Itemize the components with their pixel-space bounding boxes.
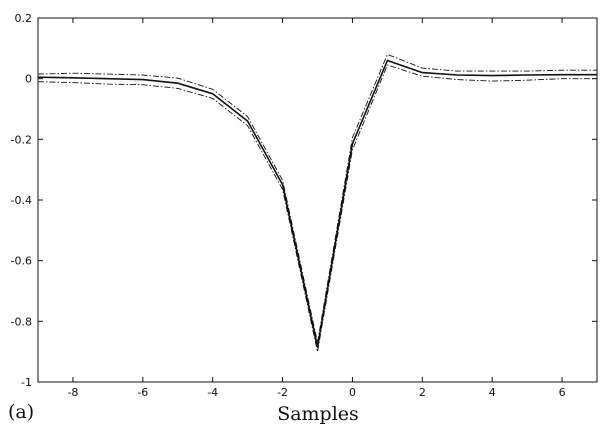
y-tick-label: 0.2	[15, 12, 33, 25]
x-tick-label: -4	[207, 386, 218, 399]
bound-line-2	[37, 64, 597, 353]
y-tick-label: 0	[25, 73, 32, 86]
x-tick-label: -6	[137, 386, 148, 399]
x-tick-label: 2	[419, 386, 426, 399]
x-tick-label: 4	[489, 386, 496, 399]
x-tick-label: -8	[67, 386, 78, 399]
x-tick-label: 6	[559, 386, 566, 399]
y-tick-label: -0.6	[11, 255, 32, 268]
data-series	[37, 53, 597, 353]
y-axis-ticks: 0.2 0 -0.2 -0.4 -0.6 -0.8 -1	[11, 12, 597, 389]
y-tick-label: -0.8	[11, 315, 32, 328]
y-tick-label: -1	[21, 376, 32, 389]
plot-frame	[37, 17, 598, 383]
x-tick-label: 0	[349, 386, 356, 399]
bound-line-1	[37, 53, 597, 344]
panel-label: (a)	[8, 401, 34, 423]
mean-line	[37, 59, 597, 348]
x-axis-label: Samples	[277, 403, 359, 425]
y-tick-label: -0.2	[11, 133, 32, 146]
y-tick-label: -0.4	[11, 194, 32, 207]
x-axis-ticks: -8 -6 -4 -2 0 2 4 6	[67, 18, 566, 399]
x-tick-label: -2	[277, 386, 288, 399]
